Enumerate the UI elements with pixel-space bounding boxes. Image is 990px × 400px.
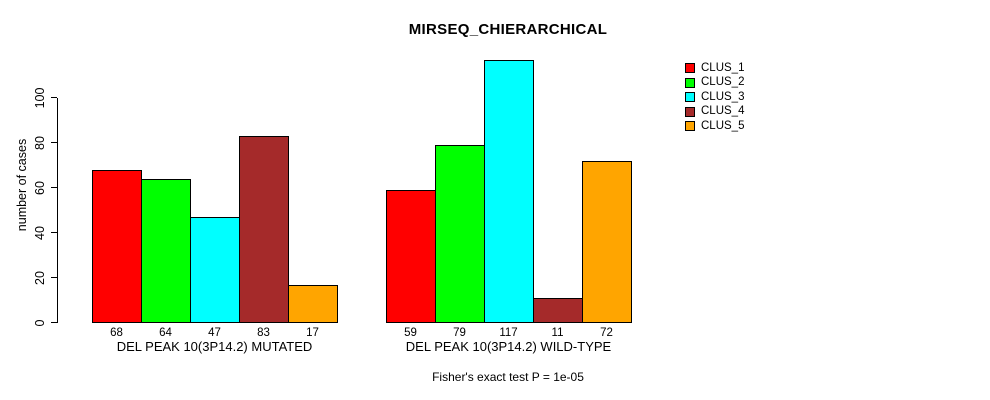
bar-value-label: 59 — [404, 327, 417, 339]
y-axis-line — [57, 98, 58, 323]
legend-label: CLUS_1 — [701, 61, 745, 74]
bar-value-label: 11 — [551, 327, 564, 339]
y-tick-label: 40 — [33, 226, 47, 240]
bar-value-label: 68 — [110, 327, 123, 339]
y-tick-label: 80 — [33, 136, 47, 150]
legend-item-clus_3: CLUS_3 — [685, 90, 744, 105]
fishers-test-annotation: Fisher's exact test P = 1e-05 — [432, 370, 584, 384]
legend-item-clus_2: CLUS_2 — [685, 76, 744, 91]
legend-swatch-clus_1 — [685, 63, 695, 74]
bar-clus_3-group1 — [190, 217, 240, 323]
bar-value-label: 72 — [600, 327, 613, 339]
legend-label: CLUS_2 — [701, 76, 745, 88]
y-tick-mark — [51, 187, 57, 188]
bar-clus_2-group2 — [435, 145, 485, 323]
y-tick-mark — [51, 97, 57, 98]
legend-label: CLUS_4 — [701, 105, 745, 117]
bar-clus_3-group2 — [484, 60, 534, 323]
y-tick-mark — [51, 277, 57, 278]
legend-swatch-clus_2 — [685, 77, 695, 88]
legend-swatch-clus_4 — [685, 106, 695, 117]
bar-value-label: 17 — [306, 327, 319, 339]
legend-swatch-clus_3 — [685, 92, 695, 103]
bar-clus_4-group1 — [239, 136, 289, 323]
y-tick-mark — [51, 322, 57, 323]
legend-swatch-clus_5 — [685, 121, 695, 132]
bar-clus_1-group1 — [92, 170, 142, 323]
chart-title: MIRSEQ_CHIERARCHICAL — [408, 21, 608, 38]
y-tick-label: 0 — [33, 319, 47, 327]
legend-item-clus_4: CLUS_4 — [685, 105, 744, 120]
legend-label: CLUS_3 — [701, 90, 745, 103]
y-tick-label: 60 — [33, 181, 47, 195]
legend-item-clus_1: CLUS_1 — [685, 61, 744, 76]
bar-value-label: 47 — [208, 327, 221, 339]
y-tick-mark — [51, 232, 57, 233]
bar-value-label: 117 — [499, 327, 518, 339]
bar-clus_5-group1 — [288, 285, 338, 323]
group-label: DEL PEAK 10(3P14.2) WILD-TYPE — [405, 339, 612, 354]
legend-item-clus_5: CLUS_5 — [685, 119, 744, 134]
y-tick-label: 20 — [33, 271, 47, 285]
y-tick-mark — [51, 142, 57, 143]
bar-clus_2-group1 — [141, 179, 191, 323]
bar-value-label: 79 — [453, 327, 466, 339]
legend: CLUS_1 CLUS_2 CLUS_3 CLUS_4 CLUS_5 — [685, 61, 744, 134]
y-tick-label: 100 — [33, 87, 47, 109]
legend-label: CLUS_5 — [701, 119, 745, 132]
group-label: DEL PEAK 10(3P14.2) MUTATED — [116, 339, 313, 354]
bar-clus_4-group2 — [533, 298, 583, 323]
bar-value-label: 64 — [159, 327, 172, 339]
bar-value-label: 83 — [257, 327, 270, 339]
bar-clus_1-group2 — [386, 190, 436, 323]
bar-clus_5-group2 — [582, 161, 632, 323]
